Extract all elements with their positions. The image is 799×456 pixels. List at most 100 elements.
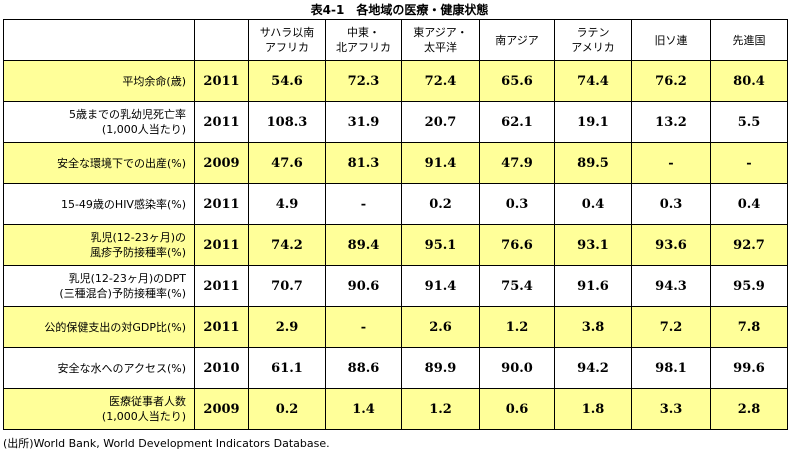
table-row: 5歳までの乳幼児死亡率 (1,000人当たり) 2011 108.3 31.9 20.7 6… bbox=[3, 101, 788, 143]
value-cell: 91.6 bbox=[554, 265, 632, 307]
table-row: 公的保健支出の対GDP比(%) 2011 2.9-2.6 1.2 3.8 7.2 7.8 bbox=[3, 306, 788, 348]
cell-text-line: (1,000人当たり) bbox=[101, 410, 186, 423]
cell-text-line: 医療従事者人数 bbox=[109, 395, 186, 408]
value-cell: 95.9 bbox=[710, 265, 788, 307]
table-row: 安全な水へのアクセス(%) 2010 61.1 88.6 89.9 90.0 94.2 98.… bbox=[3, 347, 788, 389]
value-cell: 61.1 bbox=[248, 347, 326, 389]
cell-text-line: (三種混合)予防接種率(%) bbox=[59, 287, 186, 300]
value-cell: 0.4 bbox=[554, 183, 632, 225]
cell-text-line: 南アジア bbox=[495, 33, 539, 47]
year-cell: 2011 bbox=[194, 60, 249, 102]
value-cell: 90.6 bbox=[325, 265, 402, 307]
row-label: 公的保健支出の対GDP比(%) bbox=[3, 306, 195, 348]
cell-text-line: 15-49歳のHIV感染率(%) bbox=[60, 197, 186, 211]
table-row: 医療従事者人数 (1,000人当たり) 2009 0.2 1.4 1.2 0.6 1.8 3.3… bbox=[3, 388, 788, 430]
cell-text-line: 北アフリカ bbox=[336, 41, 391, 54]
value-cell: 0.3 bbox=[479, 183, 555, 225]
value-cell: 7.8 bbox=[710, 306, 788, 348]
value-cell: 98.1 bbox=[631, 347, 711, 389]
cell-text-line: 中東・ bbox=[347, 26, 380, 39]
cell-text-line: サハラ以南 bbox=[259, 26, 315, 39]
year-cell: 2011 bbox=[194, 224, 249, 266]
table-row: 乳児(12-23ヶ月)のDPT (三種混合)予防接種率(%) 2011 70.7 90.… bbox=[3, 265, 788, 307]
column-header: 東アジア・ 太平洋 bbox=[401, 19, 480, 61]
value-cell: 89.5 bbox=[554, 142, 632, 184]
value-cell: 3.3 bbox=[631, 388, 711, 430]
value-cell: 2.9 bbox=[248, 306, 326, 348]
value-cell: 31.9 bbox=[325, 101, 402, 143]
row-label: 5歳までの乳幼児死亡率 (1,000人当たり) bbox=[3, 101, 195, 143]
year-cell: 2009 bbox=[194, 142, 249, 184]
value-cell: 3.8 bbox=[554, 306, 632, 348]
value-cell: - bbox=[631, 142, 711, 184]
value-cell: 91.4 bbox=[401, 265, 480, 307]
value-cell: 94.3 bbox=[631, 265, 711, 307]
cell-text-line: ラテン bbox=[576, 26, 610, 39]
row-label: 平均余命(歳) bbox=[3, 60, 195, 102]
cell-text-line: 旧ソ連 bbox=[654, 33, 688, 47]
cell-text-line: 安全な環境下での出産(%) bbox=[56, 156, 186, 170]
column-header: 南アジア bbox=[479, 19, 555, 61]
value-cell: 47.9 bbox=[479, 142, 555, 184]
year-cell: 2011 bbox=[194, 306, 249, 348]
year-header-cell bbox=[194, 19, 249, 61]
value-cell: 5.5 bbox=[710, 101, 788, 143]
value-cell: 0.6 bbox=[479, 388, 555, 430]
value-cell: - bbox=[710, 142, 788, 184]
value-cell: 89.4 bbox=[325, 224, 402, 266]
value-cell: 74.2 bbox=[248, 224, 326, 266]
value-cell: 94.2 bbox=[554, 347, 632, 389]
value-cell: 54.6 bbox=[248, 60, 326, 102]
value-cell: 76.2 bbox=[631, 60, 711, 102]
cell-text-line: 乳児(12-23ヶ月)の bbox=[90, 231, 186, 244]
value-cell: 47.6 bbox=[248, 142, 326, 184]
value-cell: 2.8 bbox=[710, 388, 788, 430]
value-cell: 80.4 bbox=[710, 60, 788, 102]
value-cell: 91.4 bbox=[401, 142, 480, 184]
value-cell: 0.3 bbox=[631, 183, 711, 225]
cell-text-line: 東アジア・ bbox=[413, 26, 468, 39]
column-header: 先進国 bbox=[710, 19, 788, 61]
value-cell: - bbox=[325, 306, 402, 348]
row-label: 安全な環境下での出産(%) bbox=[3, 142, 195, 184]
value-cell: 93.1 bbox=[554, 224, 632, 266]
value-cell: 72.4 bbox=[401, 60, 480, 102]
cell-text-line: 先進国 bbox=[732, 33, 766, 47]
table-body: サハラ以南 アフリカ 中東・ 北アフリカ 東アジア・ 太平洋 南アジア ラテン アメリカ 旧ソ連先… bbox=[3, 19, 788, 430]
value-cell: 4.9 bbox=[248, 183, 326, 225]
cell-text-line: 平均余命(歳) bbox=[122, 74, 186, 88]
column-header: サハラ以南 アフリカ bbox=[248, 19, 326, 61]
value-cell: 1.4 bbox=[325, 388, 402, 430]
value-cell: 1.2 bbox=[479, 306, 555, 348]
column-header: ラテン アメリカ bbox=[554, 19, 632, 61]
value-cell: 7.2 bbox=[631, 306, 711, 348]
column-header: 旧ソ連 bbox=[631, 19, 711, 61]
value-cell: 90.0 bbox=[479, 347, 555, 389]
value-cell: 20.7 bbox=[401, 101, 480, 143]
cell-text-line: 太平洋 bbox=[424, 41, 457, 54]
value-cell: 75.4 bbox=[479, 265, 555, 307]
value-cell: 95.1 bbox=[401, 224, 480, 266]
value-cell: 81.3 bbox=[325, 142, 402, 184]
year-cell: 2010 bbox=[194, 347, 249, 389]
table-row: 15-49歳のHIV感染率(%) 2011 4.9-0.2 0.3 0.4 0.3 0.4 bbox=[3, 183, 788, 225]
table-row: 乳児(12-23ヶ月)の 風疹予防接種率(%) 2011 74.2 89.4 95.1 76… bbox=[3, 224, 788, 266]
cell-text-line: 5歳までの乳幼児死亡率 bbox=[69, 108, 186, 121]
cell-text-line: (1,000人当たり) bbox=[101, 123, 186, 136]
value-cell: 89.9 bbox=[401, 347, 480, 389]
cell-text-line: 乳児(12-23ヶ月)のDPT bbox=[68, 272, 186, 285]
value-cell: 72.3 bbox=[325, 60, 402, 102]
value-cell: 0.2 bbox=[401, 183, 480, 225]
value-cell: - bbox=[325, 183, 402, 225]
value-cell: 0.4 bbox=[710, 183, 788, 225]
row-label: 乳児(12-23ヶ月)のDPT (三種混合)予防接種率(%) bbox=[3, 265, 195, 307]
value-cell: 19.1 bbox=[554, 101, 632, 143]
value-cell: 65.6 bbox=[479, 60, 555, 102]
row-label: 乳児(12-23ヶ月)の 風疹予防接種率(%) bbox=[3, 224, 195, 266]
cell-text-line: 風疹予防接種率(%) bbox=[89, 246, 186, 259]
value-cell: 88.6 bbox=[325, 347, 402, 389]
value-cell: 0.2 bbox=[248, 388, 326, 430]
value-cell: 108.3 bbox=[248, 101, 326, 143]
value-cell: 62.1 bbox=[479, 101, 555, 143]
year-cell: 2011 bbox=[194, 101, 249, 143]
